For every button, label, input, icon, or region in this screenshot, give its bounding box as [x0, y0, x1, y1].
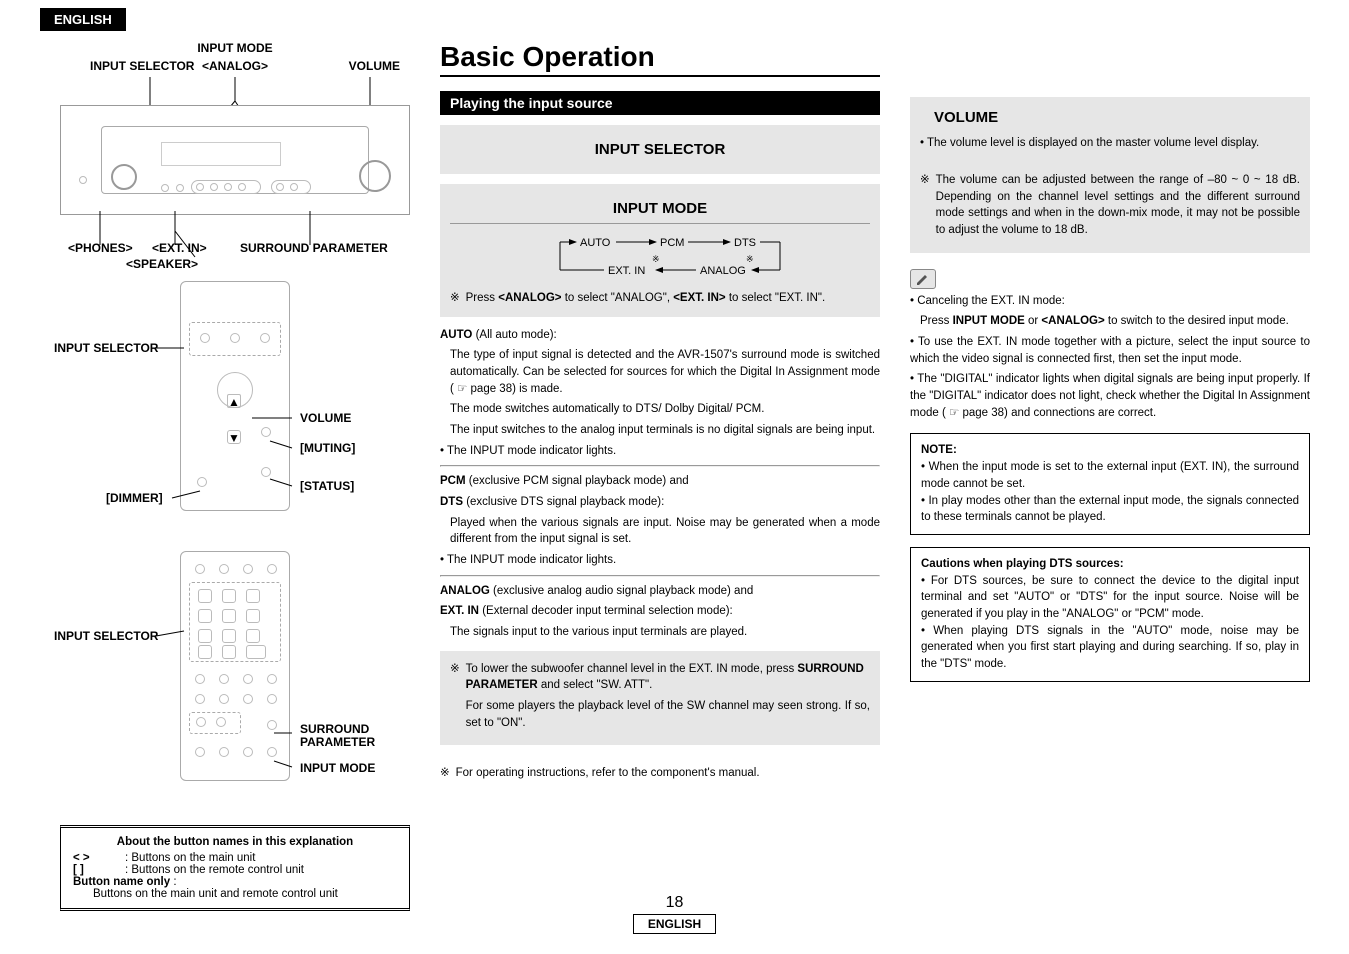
input-mode-heading: INPUT MODE [450, 200, 870, 217]
label-remote1-input-selector: INPUT SELECTOR [54, 341, 158, 355]
label-remote2-input-selector: INPUT SELECTOR [54, 629, 158, 643]
label-remote1-status: [STATUS] [300, 479, 354, 493]
svg-text:PCM: PCM [660, 237, 684, 249]
page-footer: 18 ENGLISH [0, 894, 1349, 934]
label-remote2-surround: SURROUNDPARAMETER [300, 723, 375, 749]
about-text-1: : Buttons on the main unit [125, 852, 255, 864]
basic-operation-title: Basic Operation [440, 41, 880, 77]
svg-text:DTS: DTS [734, 237, 756, 249]
about-symbol-2: [ ] [73, 864, 117, 876]
sw-note-box: ※ To lower the subwoofer channel level i… [440, 651, 880, 746]
remote-diagram-1: ▲ ▼ [180, 281, 290, 511]
about-symbol-1: < > [73, 852, 117, 864]
pencil-icon [910, 269, 936, 289]
page-number: 18 [0, 894, 1349, 912]
playing-input-source-bar: Playing the input source [440, 91, 880, 115]
press-analog-text: Press <ANALOG> to select "ANALOG", <EXT.… [466, 290, 826, 307]
svg-text:AUTO: AUTO [580, 237, 611, 249]
left-column: INPUT MODE INPUT SELECTOR <ANALOG> VOLUM… [60, 41, 410, 911]
operating-instructions-note: ※ For operating instructions, refer to t… [440, 765, 880, 782]
analog-extin-section: ANALOG (exclusive analog audio signal pl… [440, 583, 880, 641]
auto-section: AUTO (All auto mode): The type of input … [440, 327, 880, 460]
caution-box: Cautions when playing DTS sources: • For… [910, 547, 1310, 682]
right-column: VOLUME • The volume level is displayed o… [910, 41, 1310, 911]
remote-diagram-2 [180, 551, 290, 781]
label-input-mode: INPUT MODE [197, 41, 272, 55]
label-remote1-volume: VOLUME [300, 411, 351, 425]
note-symbol: ※ [450, 290, 460, 307]
svg-text:※: ※ [652, 254, 660, 264]
cancel-ext-section: • Canceling the EXT. IN mode: Press INPU… [910, 293, 1310, 422]
pcm-dts-section: PCM (exclusive PCM signal playback mode)… [440, 473, 880, 568]
front-panel-diagram [60, 105, 410, 215]
label-ext-in: <EXT. IN> [152, 241, 207, 255]
svg-text:※: ※ [746, 254, 754, 264]
label-speaker: <SPEAKER> [126, 257, 198, 271]
input-mode-box: INPUT MODE AUTO PCM DTS EXT. IN ANALOG [440, 184, 880, 317]
middle-column: Basic Operation Playing the input source… [440, 41, 880, 911]
language-tab: ENGLISH [40, 8, 126, 31]
label-remote1-muting: [MUTING] [300, 441, 355, 455]
label-remote1-dimmer: [DIMMER] [106, 491, 163, 505]
label-surround-parameter: SURROUND PARAMETER [240, 241, 388, 255]
volume-box: VOLUME • The volume level is displayed o… [910, 97, 1310, 253]
input-selector-box: INPUT SELECTOR [440, 125, 880, 174]
note-box: NOTE: • When the input mode is set to th… [910, 433, 1310, 534]
label-remote2-input-mode: INPUT MODE [300, 761, 375, 775]
input-selector-heading: INPUT SELECTOR [450, 141, 870, 158]
volume-heading: VOLUME [920, 107, 1300, 129]
about-title: About the button names in this explanati… [73, 836, 397, 848]
page-wrap: INPUT MODE INPUT SELECTOR <ANALOG> VOLUM… [0, 31, 1349, 911]
about-button-name-only: Button name only [73, 876, 170, 888]
footer-language: ENGLISH [633, 914, 716, 934]
svg-text:ANALOG: ANALOG [700, 265, 746, 277]
svg-text:EXT. IN: EXT. IN [608, 265, 645, 277]
about-text-2: : Buttons on the remote control unit [125, 864, 304, 876]
label-phones: <PHONES> [68, 241, 133, 255]
flow-diagram: AUTO PCM DTS EXT. IN ANALOG [480, 232, 840, 284]
